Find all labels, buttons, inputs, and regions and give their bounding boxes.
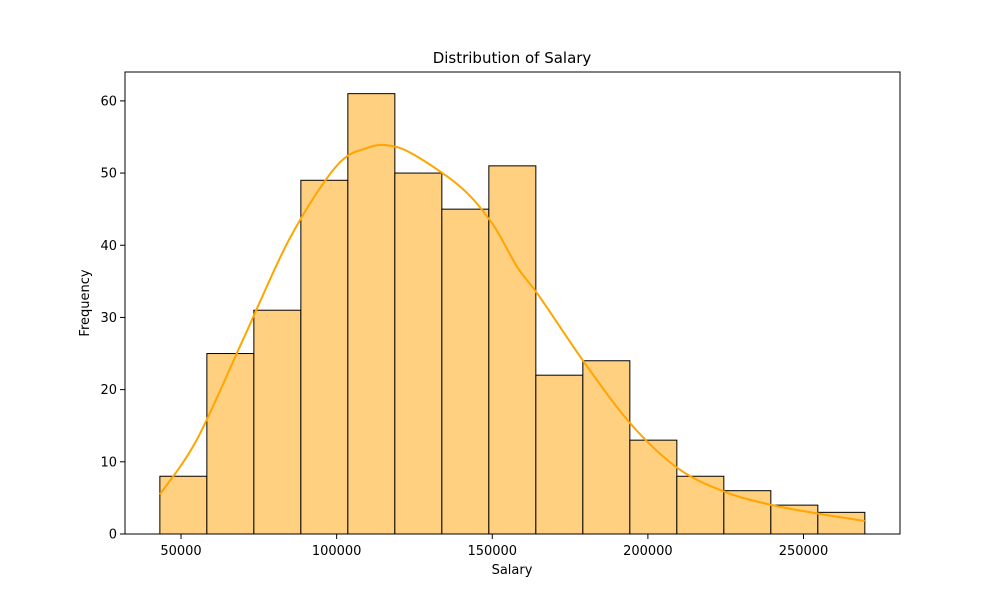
histogram-bar (441, 208, 490, 535)
histogram-bar (676, 475, 725, 535)
x-axis-label: Salary (492, 563, 533, 578)
histogram-bar (629, 439, 678, 535)
histogram-bar (206, 353, 255, 535)
kde-curve (159, 143, 865, 522)
histogram-bar (347, 93, 396, 535)
x-axis-ticks: 50000 100000 150000 200000 250000 (160, 534, 828, 559)
plot-area-frame (124, 71, 901, 535)
histogram-bar (488, 165, 537, 535)
y-axis-ticks: 0 10 20 30 40 50 60 (100, 94, 125, 543)
histogram-bar (253, 309, 302, 535)
histogram-bar (159, 475, 208, 535)
histogram-bar (535, 374, 584, 535)
x-tick-label: 250000 (779, 544, 829, 559)
histogram-bar (582, 360, 631, 535)
x-tick-label: 150000 (467, 544, 517, 559)
y-tick-label: 10 (100, 455, 117, 470)
y-tick-label: 20 (100, 383, 117, 398)
histogram-bars (159, 93, 866, 535)
x-tick-label: 50000 (160, 544, 201, 559)
histogram-bar (300, 179, 349, 535)
x-tick-label: 200000 (623, 544, 673, 559)
x-tick-label: 100000 (312, 544, 362, 559)
y-tick-label: 40 (100, 239, 117, 254)
y-tick-label: 50 (100, 167, 117, 182)
histogram-bar (723, 490, 772, 535)
y-tick-label: 30 (100, 311, 117, 326)
histogram-bar (394, 172, 443, 535)
y-tick-label: 60 (100, 94, 117, 109)
y-axis-label: Frequency (78, 269, 93, 336)
chart-title: Distribution of Salary (433, 49, 592, 67)
y-tick-label: 0 (109, 528, 117, 543)
